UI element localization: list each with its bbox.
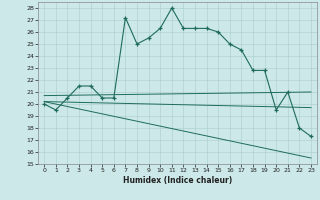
X-axis label: Humidex (Indice chaleur): Humidex (Indice chaleur) [123, 176, 232, 185]
